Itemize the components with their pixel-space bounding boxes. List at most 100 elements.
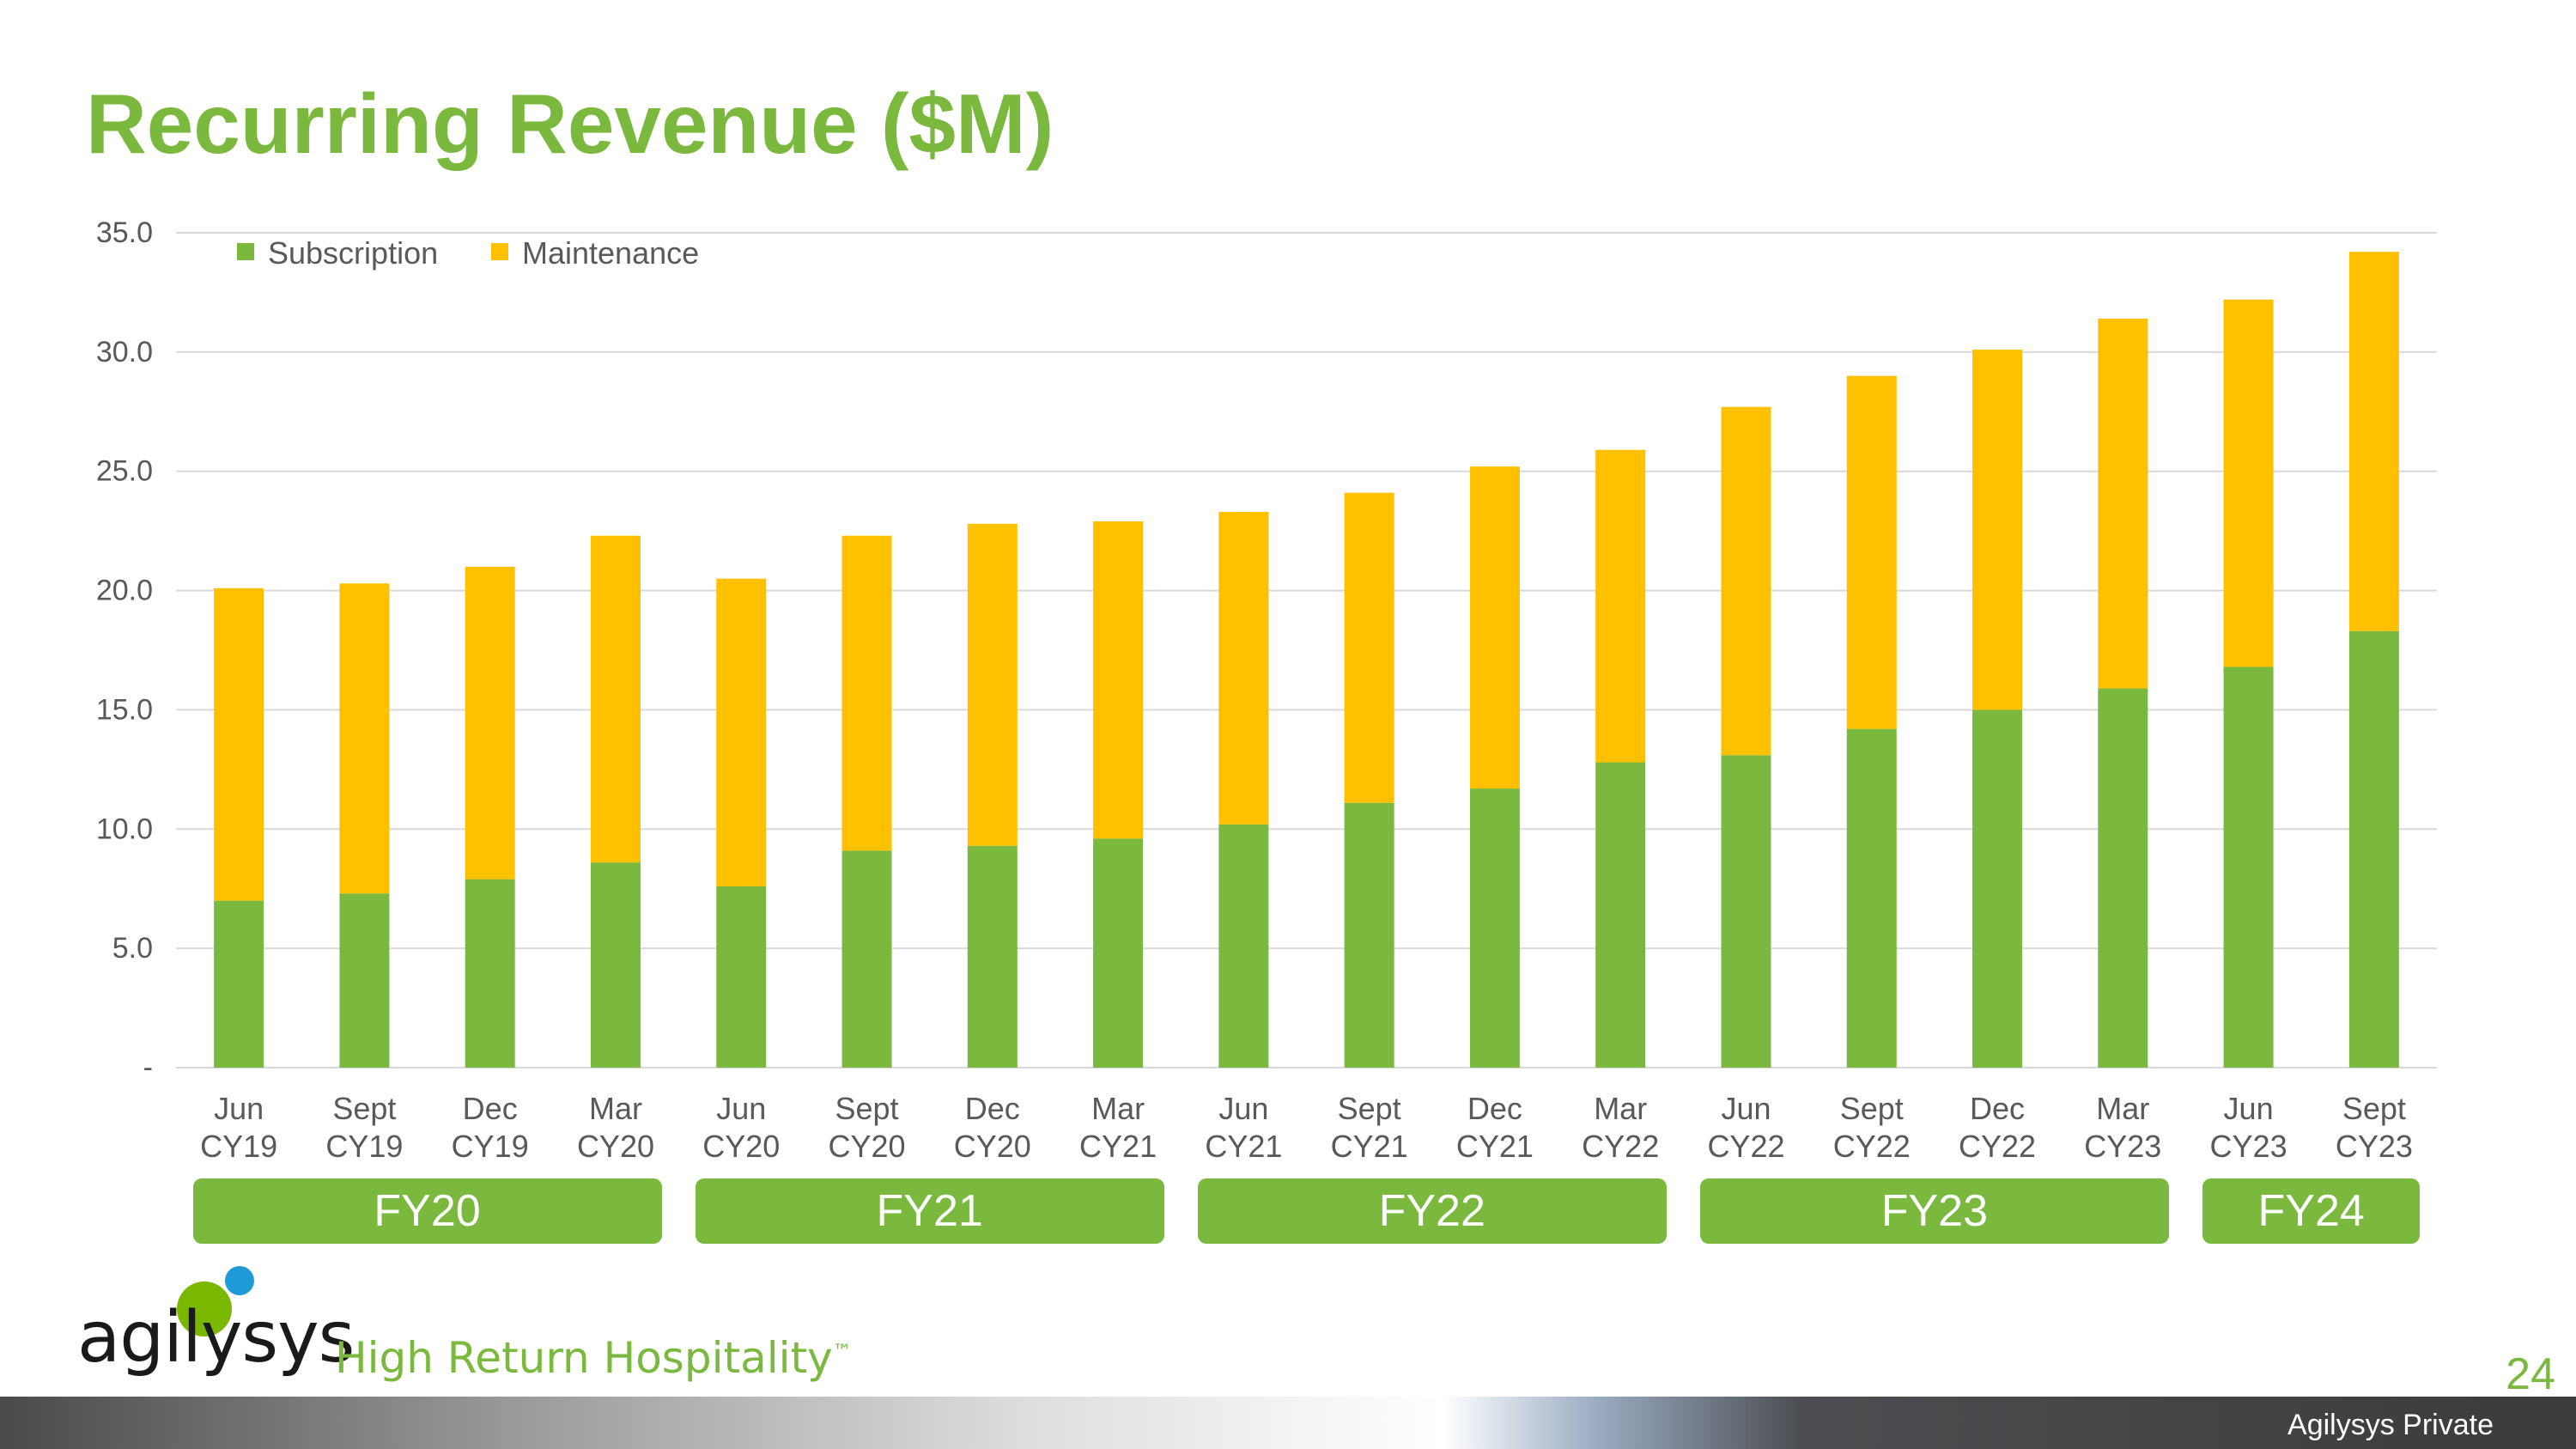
x-tick-label: Sept bbox=[2342, 1091, 2406, 1126]
confidentiality-label: Agilysys Private bbox=[2287, 1409, 2494, 1441]
bar-maintenance bbox=[465, 566, 515, 880]
x-tick-label: CY22 bbox=[1582, 1129, 1659, 1164]
bar-subscription bbox=[1344, 802, 1394, 1068]
x-tick-label: CY20 bbox=[702, 1129, 780, 1164]
x-tick-label: CY20 bbox=[828, 1129, 905, 1164]
y-tick-label: 30.0 bbox=[96, 336, 153, 368]
x-tick-label: Dec bbox=[463, 1091, 518, 1126]
tagline: High Return Hospitality™ bbox=[335, 1333, 852, 1383]
legend-swatch-maintenance bbox=[491, 243, 508, 260]
footer-bar bbox=[0, 1397, 2576, 1449]
x-tick-label: Sept bbox=[835, 1091, 898, 1126]
page-title: Recurring Revenue ($M) bbox=[86, 76, 1054, 171]
x-tick-label: Mar bbox=[589, 1091, 642, 1126]
x-tick-label: Jun bbox=[716, 1091, 766, 1126]
x-tick-label: CY21 bbox=[1205, 1129, 1282, 1164]
bar-maintenance bbox=[2223, 299, 2274, 667]
bar-subscription bbox=[2348, 630, 2399, 1068]
x-tick-label: CY22 bbox=[1833, 1129, 1911, 1164]
y-tick-label: 20.0 bbox=[96, 575, 153, 607]
bar-subscription bbox=[1972, 709, 2023, 1068]
x-tick-label: Mar bbox=[2096, 1091, 2149, 1126]
x-tick-label: CY23 bbox=[2336, 1129, 2413, 1164]
x-tick-label: Sept bbox=[1840, 1091, 1904, 1126]
bar-maintenance bbox=[716, 578, 767, 886]
bar-maintenance bbox=[1972, 350, 2023, 710]
bar-maintenance bbox=[214, 588, 264, 901]
x-tick-label: Dec bbox=[965, 1091, 1020, 1126]
bar-maintenance bbox=[1218, 511, 1269, 825]
x-tick-label: Jun bbox=[214, 1091, 264, 1126]
fiscal-year-band-fy22: FY22 bbox=[1197, 1178, 1667, 1244]
page-number: 24 bbox=[2506, 1349, 2555, 1399]
bar-subscription bbox=[1595, 762, 1646, 1068]
x-tick-label: CY21 bbox=[1456, 1129, 1534, 1164]
bar-maintenance bbox=[2098, 318, 2148, 689]
logo-green-dot bbox=[177, 1282, 232, 1336]
bar-subscription bbox=[339, 893, 390, 1068]
x-tick-label: Jun bbox=[1721, 1091, 1771, 1126]
bar-maintenance bbox=[590, 535, 641, 863]
x-tick-label: CY19 bbox=[325, 1129, 403, 1164]
bar-subscription bbox=[465, 879, 515, 1068]
x-tick-label: CY21 bbox=[1331, 1129, 1408, 1164]
fiscal-year-band-fy21: FY21 bbox=[695, 1178, 1164, 1244]
bar-maintenance bbox=[841, 535, 892, 851]
bar-subscription bbox=[590, 862, 641, 1068]
x-tick-label: CY20 bbox=[577, 1129, 654, 1164]
logo-wordmark: agilysys bbox=[77, 1297, 355, 1379]
agilysys-logo: agilysys High Return Hospitality™ bbox=[77, 1263, 852, 1400]
tagline-text: High Return Hospitality bbox=[335, 1333, 833, 1383]
fiscal-year-band-fy20: FY20 bbox=[192, 1178, 662, 1244]
bar-maintenance bbox=[1846, 375, 1897, 729]
trademark-mark: ™ bbox=[832, 1341, 852, 1363]
legend-swatch-subscription bbox=[237, 243, 254, 260]
fiscal-year-band-fy24: FY24 bbox=[2202, 1178, 2421, 1244]
bar-maintenance bbox=[1595, 449, 1646, 763]
logo-blue-dot bbox=[225, 1266, 254, 1295]
bar-subscription bbox=[1218, 824, 1269, 1068]
x-tick-label: CY19 bbox=[200, 1129, 277, 1164]
bar-subscription bbox=[1846, 728, 1897, 1068]
bar-maintenance bbox=[2348, 252, 2399, 631]
bar-maintenance bbox=[1344, 492, 1394, 803]
x-tick-label: Dec bbox=[1467, 1091, 1522, 1126]
x-tick-label: CY22 bbox=[1707, 1129, 1784, 1164]
bar-maintenance bbox=[1469, 466, 1520, 789]
bar-subscription bbox=[2223, 667, 2274, 1068]
bar-subscription bbox=[967, 845, 1018, 1068]
y-tick-label: - bbox=[143, 1051, 153, 1084]
bar-subscription bbox=[1721, 755, 1771, 1068]
bar-maintenance bbox=[967, 523, 1018, 846]
x-tick-label: CY21 bbox=[1079, 1129, 1157, 1164]
bar-subscription bbox=[2098, 688, 2148, 1068]
y-tick-label: 25.0 bbox=[96, 455, 153, 488]
x-tick-label: Jun bbox=[1218, 1091, 1268, 1126]
y-tick-label: 35.0 bbox=[96, 216, 153, 249]
bar-subscription bbox=[716, 886, 767, 1068]
x-tick-label: Jun bbox=[2224, 1091, 2274, 1126]
x-tick-label: CY22 bbox=[1959, 1129, 2036, 1164]
y-tick-label: 5.0 bbox=[112, 932, 153, 965]
bar-subscription bbox=[214, 900, 264, 1068]
x-tick-label: CY23 bbox=[2210, 1129, 2287, 1164]
x-tick-label: CY19 bbox=[452, 1129, 529, 1164]
x-tick-label: Mar bbox=[1594, 1091, 1647, 1126]
y-tick-label: 15.0 bbox=[96, 693, 153, 726]
x-tick-label: Sept bbox=[332, 1091, 396, 1126]
bar-maintenance bbox=[1721, 406, 1771, 756]
bar-subscription bbox=[1093, 838, 1144, 1068]
bar-maintenance bbox=[1093, 521, 1144, 839]
y-tick-label: 10.0 bbox=[96, 813, 153, 845]
x-tick-label: Sept bbox=[1338, 1091, 1401, 1126]
x-tick-label: CY20 bbox=[954, 1129, 1031, 1164]
fiscal-year-band-fy23: FY23 bbox=[1699, 1178, 2169, 1244]
x-tick-label: CY23 bbox=[2084, 1129, 2161, 1164]
x-tick-label: Dec bbox=[1970, 1091, 2025, 1126]
legend-label-maintenance: Maintenance bbox=[522, 235, 699, 271]
bar-subscription bbox=[841, 850, 892, 1068]
bar-maintenance bbox=[339, 583, 390, 894]
x-tick-label: Mar bbox=[1091, 1091, 1145, 1126]
bar-subscription bbox=[1469, 788, 1520, 1068]
